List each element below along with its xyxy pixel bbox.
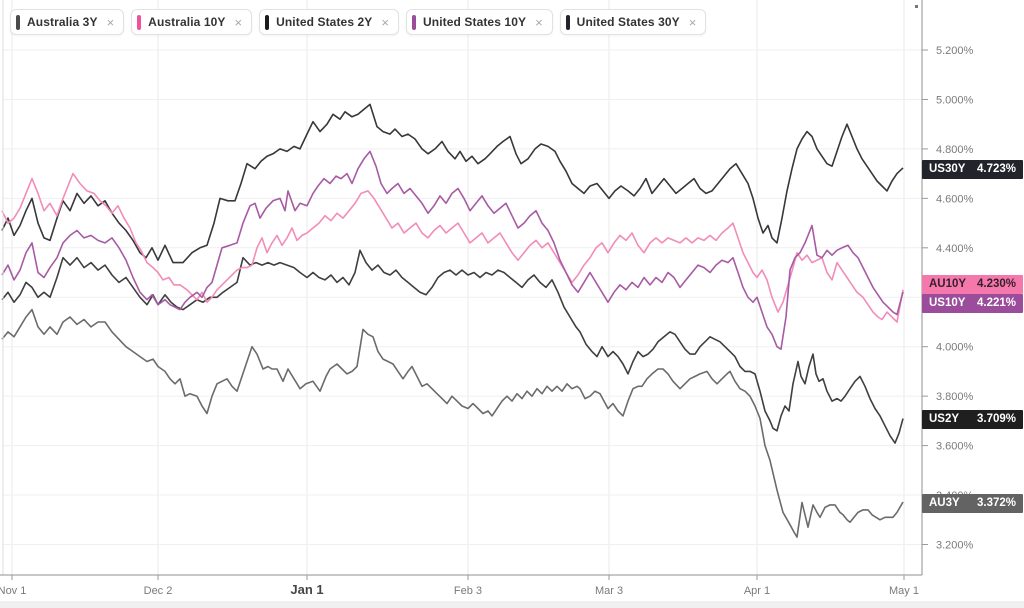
last-value-badge-us2y: US2Y 3.709%	[922, 409, 1023, 429]
y-tick-label: 3.600%	[936, 441, 974, 453]
y-tick-label: 4.800%	[936, 144, 974, 156]
y-tick-label: 3.800%	[936, 391, 974, 403]
chip-label: Australia 10Y	[148, 15, 226, 29]
series-line-us10y[interactable]	[1, 150, 904, 351]
x-tick-label: Mar 3	[595, 585, 623, 597]
chip-australia-3y[interactable]: Australia 3Y ×	[10, 9, 125, 35]
remove-icon[interactable]: ×	[688, 14, 697, 30]
x-tick-label: Jan 1	[290, 582, 323, 597]
y-tick-label: 4.600%	[936, 193, 974, 205]
badge-series-label: US10Y	[929, 297, 966, 309]
badge-value: 3.372%	[976, 497, 1016, 509]
y-tick-label: 3.200%	[936, 540, 974, 552]
x-tick-label: Nov 1	[0, 585, 26, 597]
badge-value: 4.230%	[976, 278, 1016, 290]
chip-united-states-30y[interactable]: United States 30Y ×	[559, 9, 707, 35]
remove-icon[interactable]: ×	[535, 14, 543, 30]
series-line-us30y[interactable]	[1, 103, 904, 264]
badge-value: 4.221%	[976, 297, 1016, 309]
chip-united-states-2y[interactable]: United States 2Y ×	[259, 9, 399, 35]
last-value-badge-us30y: US30Y 4.723%	[922, 159, 1023, 179]
chip-color-bar	[137, 14, 142, 30]
remove-icon[interactable]: ×	[381, 14, 389, 30]
chip-color-bar	[412, 14, 416, 30]
y-tick-label: 5.200%	[936, 45, 974, 57]
chip-color-bar	[265, 14, 270, 30]
badge-value: 4.723%	[976, 163, 1016, 175]
series-line-au3y[interactable]	[1, 308, 904, 538]
chip-color-bar	[565, 14, 570, 30]
badge-series-label: AU3Y	[929, 497, 960, 509]
badge-value: 3.709%	[976, 413, 1016, 425]
x-tick-label: Dec 2	[144, 585, 173, 597]
chip-label: United States 30Y	[576, 15, 680, 29]
chip-australia-10y[interactable]: Australia 10Y ×	[131, 9, 253, 35]
badge-series-label: AU10Y	[929, 278, 967, 290]
chip-label: United States 10Y	[423, 15, 527, 29]
badge-series-label: US2Y	[929, 413, 960, 425]
chip-label: Australia 3Y	[27, 15, 98, 29]
remove-icon[interactable]: ×	[234, 14, 243, 30]
x-tick-label: Apr 1	[744, 585, 770, 597]
bottom-strip	[0, 601, 1024, 608]
last-value-badge-au3y: AU3Y 3.372%	[922, 493, 1023, 513]
x-tick-label: May 1	[889, 585, 919, 597]
chip-color-bar	[16, 14, 20, 30]
corner-dot	[915, 5, 918, 8]
y-tick-label: 4.000%	[936, 342, 974, 354]
x-tick-label: Feb 3	[454, 585, 482, 597]
last-value-badge-au10y: AU10Y 4.230%	[922, 274, 1023, 294]
remove-icon[interactable]: ×	[106, 14, 115, 30]
y-tick-label: 4.400%	[936, 243, 974, 255]
series-line-au10y[interactable]	[1, 172, 904, 323]
series-chips: Australia 3Y × Australia 10Y × United States…	[10, 9, 707, 35]
badge-series-label: US30Y	[929, 163, 966, 175]
series-line-us2y[interactable]	[1, 249, 904, 444]
last-value-badge-us10y: US10Y 4.221%	[922, 293, 1023, 313]
chip-united-states-10y[interactable]: United States 10Y ×	[406, 9, 553, 35]
y-tick-label: 5.000%	[936, 94, 974, 106]
chip-label: United States 2Y	[276, 15, 373, 29]
